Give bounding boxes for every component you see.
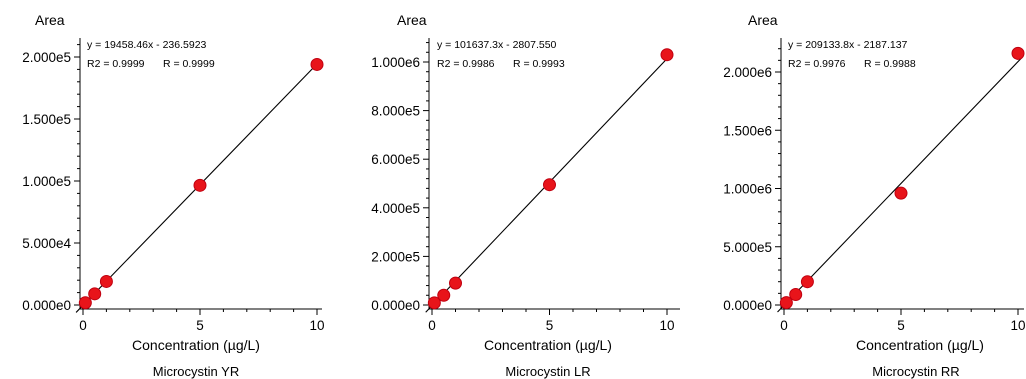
y-tick-label: 1.000e6 <box>723 182 772 197</box>
x-tick-label: 0 <box>428 318 436 333</box>
y-tick-label: 1.500e6 <box>723 123 772 138</box>
y-tick-label: 0.000e0 <box>22 298 71 313</box>
y-axis-label: Area <box>35 12 65 28</box>
x-tick-label: 5 <box>897 318 905 333</box>
data-point <box>193 178 207 192</box>
data-point <box>789 288 803 302</box>
chart-title: Microcystin RR <box>872 364 959 379</box>
data-point <box>660 48 674 62</box>
y-tick-label: 1.000e5 <box>22 174 71 189</box>
fit-equation: y = 101637.3x - 2807.550 <box>437 39 557 51</box>
r-value: R = 0.9999 <box>163 58 215 70</box>
data-point <box>894 186 908 200</box>
x-tick-label: 0 <box>780 318 788 333</box>
x-axis-label: Concentration (µg/L) <box>856 337 984 353</box>
chart-title: Microcystin YR <box>153 364 239 379</box>
fit-equation: y = 209133.8x - 2187.137 <box>788 39 908 51</box>
data-point <box>449 276 462 290</box>
data-point <box>88 287 102 301</box>
y-axis-label: Area <box>397 12 427 28</box>
y-tick-label: 1.500e5 <box>22 112 71 127</box>
y-tick-label: 2.000e5 <box>22 50 71 65</box>
x-axis-label: Concentration (µg/L) <box>132 337 260 353</box>
y-tick-label: 0.000e0 <box>371 298 420 313</box>
y-tick-label: 5.000e5 <box>723 240 772 255</box>
data-point <box>310 57 324 71</box>
y-tick-label: 4.000e5 <box>371 201 420 216</box>
x-axis-label: Concentration (µg/L) <box>484 337 612 353</box>
y-tick-label: 6.000e5 <box>371 152 420 167</box>
data-point <box>543 178 556 192</box>
r-value: R = 0.9993 <box>513 58 565 70</box>
r2-value: R2 = 0.9986 <box>437 58 495 70</box>
y-tick-label: 0.000e0 <box>723 298 772 313</box>
data-point <box>99 274 113 288</box>
x-tick-label: 10 <box>1010 318 1025 333</box>
x-tick-label: 5 <box>196 318 204 333</box>
y-tick-label: 8.000e5 <box>371 104 420 119</box>
y-tick-label: 5.000e4 <box>22 236 71 251</box>
data-point <box>427 296 441 310</box>
y-tick-label: 2.000e5 <box>371 249 420 264</box>
data-point <box>1011 46 1025 60</box>
data-point <box>800 275 814 289</box>
data-point <box>78 296 92 310</box>
r-value: R = 0.9988 <box>864 58 916 70</box>
data-point <box>779 296 793 310</box>
x-tick-label: 10 <box>659 318 674 333</box>
r2-value: R2 = 0.9999 <box>87 58 145 70</box>
x-tick-label: 0 <box>79 318 87 333</box>
fit-equation: y = 19458.46x - 236.5923 <box>87 39 207 51</box>
y-tick-label: 2.000e6 <box>723 65 772 80</box>
r2-value: R2 = 0.9976 <box>788 58 846 70</box>
x-tick-label: 10 <box>309 318 324 333</box>
chart-title: Microcystin LR <box>505 364 590 379</box>
regression-line <box>777 57 1022 313</box>
y-tick-label: 1.000e6 <box>371 55 420 70</box>
data-point <box>437 288 451 302</box>
x-tick-label: 5 <box>546 318 554 333</box>
y-axis-label: Area <box>748 12 778 28</box>
